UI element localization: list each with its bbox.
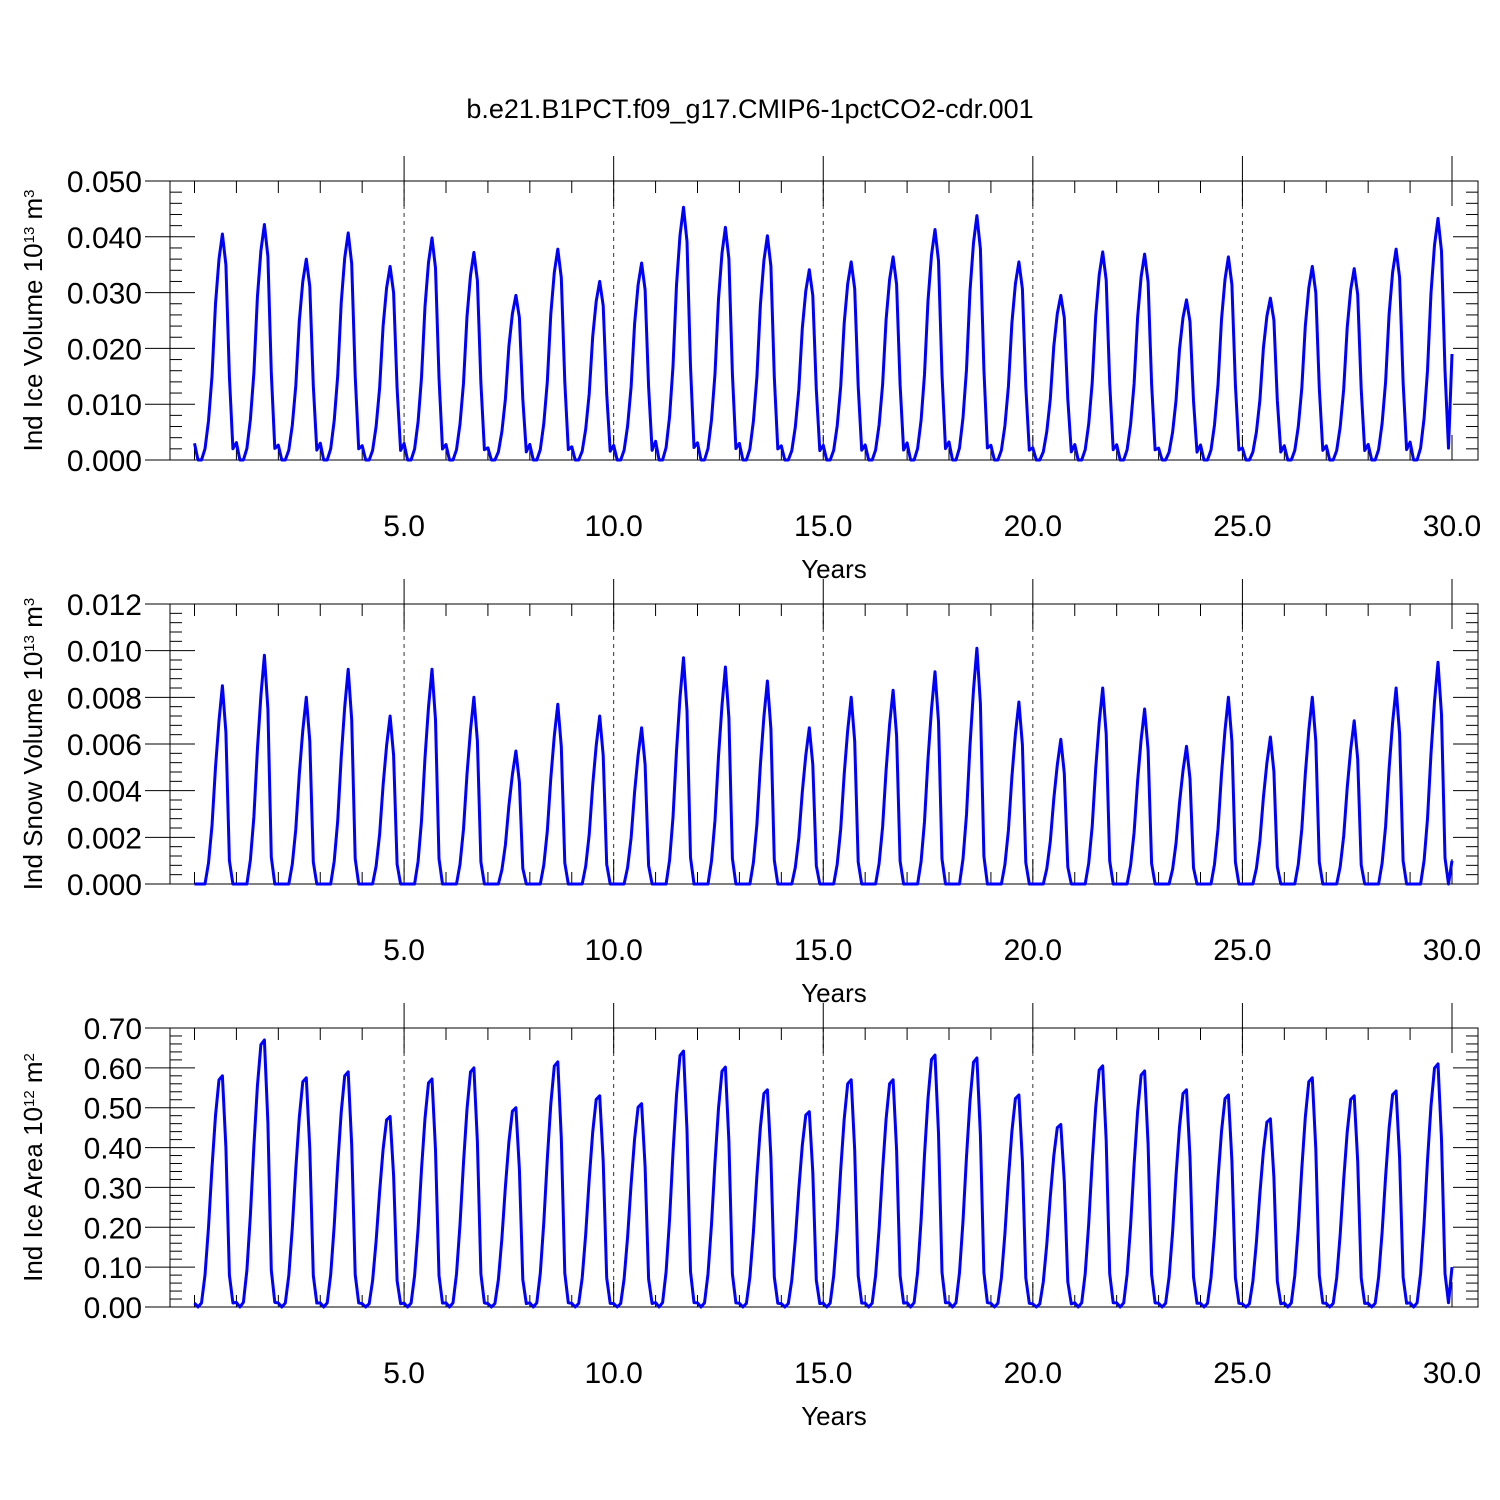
- x-tick-label: 30.0: [1423, 510, 1481, 543]
- y-tick-label: 0.008: [67, 682, 142, 715]
- x-tick-label: 5.0: [383, 510, 425, 543]
- y-axis-label: Ind Snow Volume 1013 m3: [18, 598, 48, 890]
- x-tick-label: 20.0: [1004, 1357, 1062, 1390]
- ice-area-panel: 0.00 0.10 0.20 0.30 0.40 0.50 0.60 0.70 5.0 10.0 1…: [18, 1003, 1481, 1431]
- series-line: [193, 205, 1454, 462]
- y-axis-label: Ind Ice Volume 1013 m3: [18, 189, 48, 451]
- series-line: [193, 1038, 1454, 1309]
- y-tick-label: 0.006: [67, 729, 142, 762]
- y-tick-label: 0.000: [67, 869, 142, 902]
- y-tick-label: 0.012: [67, 589, 142, 622]
- x-tick-label: 25.0: [1213, 934, 1271, 967]
- x-tick-label: 30.0: [1423, 934, 1481, 967]
- y-tick-label: 0.10: [84, 1252, 142, 1285]
- x-tick-label: 30.0: [1423, 1357, 1481, 1390]
- plot-frame: [169, 603, 1479, 885]
- x-axis-label: Years: [801, 978, 867, 1008]
- plot-frame: [169, 180, 1479, 461]
- figure-title: b.e21.B1PCT.f09_g17.CMIP6-1pctCO2-cdr.00…: [466, 94, 1033, 124]
- series-line: [194, 646, 1454, 886]
- y-tick-label: 0.020: [67, 333, 142, 366]
- y-tick-label: 0.010: [67, 389, 142, 422]
- x-tick-label: 10.0: [584, 934, 642, 967]
- y-tick-label: 0.030: [67, 278, 142, 311]
- y-tick-label: 0.70: [84, 1013, 142, 1046]
- x-tick-label: 5.0: [383, 934, 425, 967]
- y-tick-label: 0.00: [84, 1292, 142, 1325]
- ice-volume-panel: 0.000 0.010 0.020 0.030 0.040 0.050 5.0 10.0 15.…: [18, 156, 1481, 584]
- x-tick-label: 25.0: [1213, 510, 1271, 543]
- y-tick-label: 0.004: [67, 776, 142, 809]
- x-tick-label: 15.0: [794, 1357, 852, 1390]
- snow-volume-panel: 0.000 0.002 0.004 0.006 0.008 0.010 0.012 5.0 10…: [18, 579, 1481, 1008]
- y-tick-label: 0.000: [67, 445, 142, 478]
- y-tick-label: 0.002: [67, 822, 142, 855]
- y-tick-label: 0.30: [84, 1172, 142, 1205]
- x-tick-label: 15.0: [794, 510, 852, 543]
- y-tick-label: 0.050: [67, 166, 142, 199]
- y-tick-label: 0.40: [84, 1133, 142, 1166]
- y-tick-label: 0.010: [67, 636, 142, 669]
- plot-frame: [169, 1027, 1479, 1308]
- y-tick-label: 0.20: [84, 1212, 142, 1245]
- x-tick-label: 15.0: [794, 934, 852, 967]
- x-tick-label: 5.0: [383, 1357, 425, 1390]
- x-tick-label: 20.0: [1004, 510, 1062, 543]
- x-tick-label: 25.0: [1213, 1357, 1271, 1390]
- x-tick-label: 10.0: [584, 1357, 642, 1390]
- x-tick-label: 20.0: [1004, 934, 1062, 967]
- x-axis-label: Years: [801, 554, 867, 584]
- y-tick-label: 0.60: [84, 1053, 142, 1086]
- x-axis-label: Years: [801, 1401, 867, 1431]
- y-axis-label: Ind Ice Area 1012 m2: [18, 1053, 48, 1282]
- y-tick-label: 0.040: [67, 222, 142, 255]
- x-tick-label: 10.0: [584, 510, 642, 543]
- y-tick-label: 0.50: [84, 1093, 142, 1126]
